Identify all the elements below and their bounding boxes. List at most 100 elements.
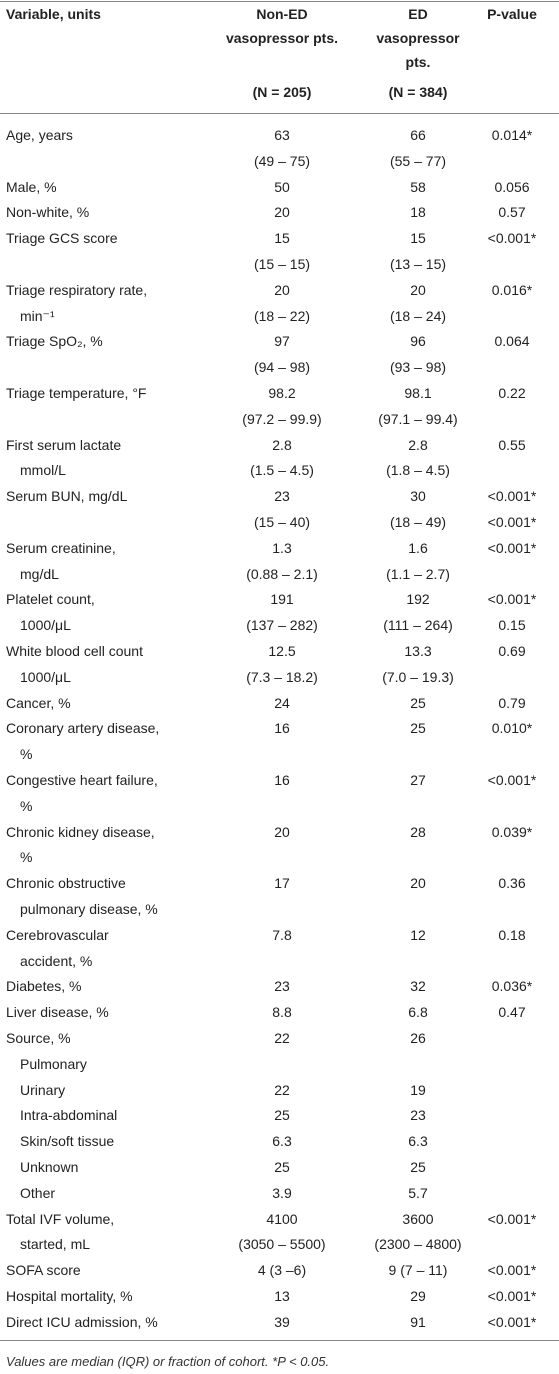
cell-value: (15 – 15) <box>253 256 311 272</box>
cell-value: 98.2 <box>268 385 296 401</box>
cell-value: 97 <box>274 333 290 350</box>
cell-value: (111 – 264) <box>383 617 453 634</box>
cell-value: 27 <box>410 772 426 788</box>
row-label: SOFA score <box>6 1262 81 1279</box>
cell-value: 1.3 <box>272 539 292 556</box>
cell-value: 191 <box>270 591 294 608</box>
cell-value: 25 <box>410 1159 426 1175</box>
p-value: 0.57 <box>498 204 526 221</box>
row-label: Hospital mortality, % <box>6 1288 133 1304</box>
cell-value: 20 <box>410 281 426 298</box>
cell-value: 20 <box>274 204 290 221</box>
p-value: <0.001* <box>487 1288 537 1304</box>
row-label: Unknown <box>20 1159 79 1175</box>
row-label: started, mL <box>20 1236 91 1253</box>
row-label: Age, years <box>6 127 73 143</box>
cell-value: 58 <box>410 178 426 195</box>
cell-value: (94 – 98) <box>253 359 311 376</box>
cell-value: (7.3 – 18.2) <box>246 668 318 685</box>
cell-value: 6.8 <box>408 1004 428 1021</box>
cell-value: 13.3 <box>404 643 432 659</box>
cell-value: (137 – 282) <box>246 617 318 634</box>
cell-value: 13 <box>274 1288 290 1304</box>
cell-value: (0.88 – 2.1) <box>246 565 318 582</box>
p-value: <0.001* <box>487 230 537 247</box>
header-cell: pts. <box>405 54 431 70</box>
cell-value: (18 – 22) <box>253 307 311 324</box>
row-label: Triage GCS score <box>6 230 118 247</box>
row-label: Triage respiratory rate, <box>6 281 148 298</box>
cell-value: 23 <box>274 488 290 505</box>
p-value: <0.001* <box>487 591 537 608</box>
cell-value: (15 – 40) <box>253 514 311 530</box>
cell-value: (2300 – 4800) <box>374 1236 462 1253</box>
cell-value: 19 <box>410 1081 426 1098</box>
row-label: Cerebrovascular <box>6 926 109 943</box>
row-label: mmol/L <box>20 462 66 479</box>
cell-value: 29 <box>410 1288 426 1304</box>
row-label: Direct ICU admission, % <box>6 1313 158 1330</box>
cell-value: 12.5 <box>268 643 296 659</box>
cell-value: 20 <box>274 823 290 840</box>
cell-value: 22 <box>274 1030 290 1046</box>
cell-value: 91 <box>410 1313 426 1330</box>
cell-value: 50 <box>274 178 290 195</box>
row-label: 1000/μL <box>20 668 71 685</box>
p-value: 0.039* <box>491 823 533 840</box>
row-label: 1000/μL <box>20 617 71 634</box>
cell-value: 2.8 <box>408 436 428 453</box>
cell-value: 7.8 <box>272 926 292 943</box>
cell-value: (13 – 15) <box>389 256 447 272</box>
bottom-rule <box>0 1340 559 1341</box>
p-value: <0.001* <box>487 1262 537 1279</box>
cell-value: 96 <box>410 333 426 350</box>
row-label: Triage SpO₂, % <box>6 333 103 350</box>
p-value: <0.001* <box>487 1313 537 1330</box>
cell-value: (18 – 49) <box>389 514 447 530</box>
p-value: 0.22 <box>498 385 526 401</box>
cell-value: 98.1 <box>404 385 432 401</box>
cell-value: 5.7 <box>408 1184 428 1201</box>
row-label: Triage temperature, °F <box>6 385 147 401</box>
p-value: <0.001* <box>487 488 537 505</box>
p-value: 0.15 <box>498 617 526 634</box>
cell-value: 22 <box>274 1081 290 1098</box>
cell-value: 3600 <box>402 1210 434 1227</box>
p-value: <0.001* <box>487 539 537 556</box>
header-cell: (N = 384) <box>388 84 448 100</box>
p-value: 0.014* <box>491 127 533 143</box>
cell-value: 25 <box>274 1107 290 1124</box>
cell-value: (1.5 – 4.5) <box>250 462 314 479</box>
cell-value: 20 <box>410 875 426 892</box>
row-label: Liver disease, % <box>6 1004 109 1021</box>
row-label: Male, % <box>6 178 57 195</box>
row-label: accident, % <box>20 952 93 969</box>
p-value: 0.016* <box>491 281 533 298</box>
row-label: Pulmonary <box>20 1055 87 1072</box>
row-label: % <box>20 746 33 763</box>
p-value: 0.69 <box>498 643 526 659</box>
cell-value: 30 <box>410 488 426 505</box>
cell-value: 12 <box>410 926 426 943</box>
cell-value: (49 – 75) <box>253 152 311 169</box>
row-label: Skin/soft tissue <box>20 1133 115 1150</box>
cell-value: 18 <box>410 204 426 221</box>
cell-value: 17 <box>274 875 290 892</box>
cell-value: 24 <box>274 694 290 711</box>
cell-value: 66 <box>410 127 426 143</box>
p-value: 0.79 <box>498 694 526 711</box>
cell-value: 4100 <box>266 1210 298 1227</box>
cell-value: 2.8 <box>272 436 292 453</box>
p-value: 0.36 <box>498 875 526 892</box>
row-label: % <box>20 849 33 866</box>
p-value: <0.001* <box>487 772 537 788</box>
cell-value: 9 (7 – 11) <box>388 1262 448 1279</box>
cell-value: (18 – 24) <box>389 307 447 324</box>
cell-value: 28 <box>410 823 426 840</box>
row-label: Coronary artery disease, <box>6 720 160 737</box>
cell-value: 32 <box>410 978 426 995</box>
cell-value: 25 <box>410 720 426 737</box>
row-label: Serum BUN, mg/dL <box>6 488 128 505</box>
cell-value: 3.9 <box>272 1184 292 1201</box>
